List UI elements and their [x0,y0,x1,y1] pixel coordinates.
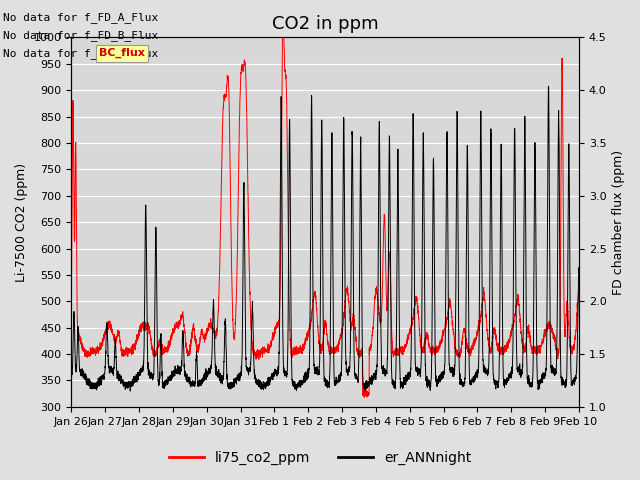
Legend: li75_co2_ppm, er_ANNnight: li75_co2_ppm, er_ANNnight [163,445,477,471]
Text: No data for f_FD_A_Flux: No data for f_FD_A_Flux [3,12,159,23]
Y-axis label: Li-7500 CO2 (ppm): Li-7500 CO2 (ppm) [15,163,28,282]
Text: No data for f_FD_B_Flux: No data for f_FD_B_Flux [3,30,159,41]
Y-axis label: FD chamber flux (ppm): FD chamber flux (ppm) [612,150,625,295]
Text: No data for f_FD_C_Flux: No data for f_FD_C_Flux [3,48,159,60]
Text: BC_flux: BC_flux [99,48,145,58]
Title: CO2 in ppm: CO2 in ppm [272,15,378,33]
